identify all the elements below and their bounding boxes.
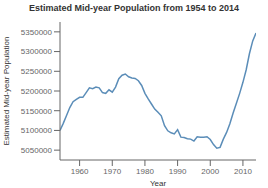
html-text:Estimated Mid-year Population: Estimated Mid-year Population from 1954 … (29, 3, 239, 13)
svg-text:5350000: 5350000 (21, 28, 53, 37)
svg-text:1990: 1990 (169, 167, 187, 176)
svg-text:1970: 1970 (103, 167, 121, 176)
svg-text:5150000: 5150000 (21, 107, 53, 116)
svg-text:2010: 2010 (234, 167, 252, 176)
svg-text:5050000: 5050000 (21, 146, 53, 155)
svg-text:1960: 1960 (71, 167, 89, 176)
svg-text:Year: Year (150, 179, 167, 188)
svg-text:5250000: 5250000 (21, 67, 53, 76)
svg-text:5300000: 5300000 (21, 47, 53, 56)
svg-text:5200000: 5200000 (21, 87, 53, 96)
svg-text:2000: 2000 (201, 167, 219, 176)
svg-text:Estimated Mid-year Population: Estimated Mid-year Population (8, 37, 11, 146)
svg-text:1980: 1980 (136, 167, 154, 176)
svg-text:5100000: 5100000 (21, 126, 53, 135)
